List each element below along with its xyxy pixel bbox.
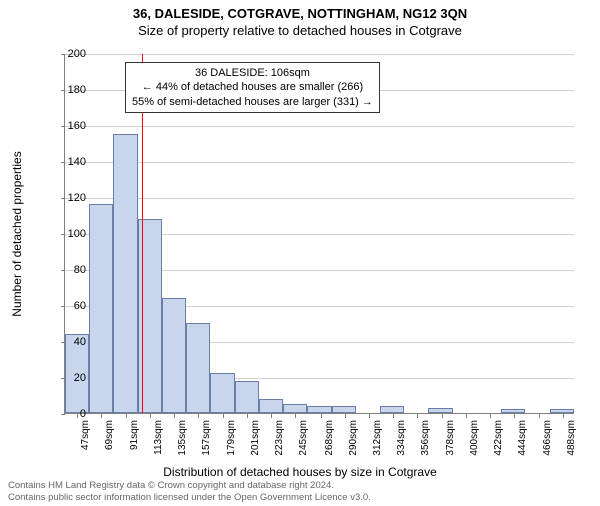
annotation-line1: 36 DALESIDE: 106sqm — [132, 66, 373, 80]
histogram-bar — [380, 406, 404, 413]
y-axis-label: Number of detached properties — [10, 151, 24, 316]
xtick-label: 290sqm — [348, 420, 359, 456]
footer-line2: Contains public sector information licen… — [8, 492, 371, 503]
annotation-box: 36 DALESIDE: 106sqm← 44% of detached hou… — [125, 62, 380, 113]
xtick-label: 179sqm — [226, 420, 237, 456]
histogram-bar — [501, 409, 525, 413]
xtick-mark — [198, 414, 199, 418]
xtick-mark — [321, 414, 322, 418]
xtick-mark — [466, 414, 467, 418]
xtick-mark — [101, 414, 102, 418]
xtick-mark — [563, 414, 564, 418]
ytick-label: 120 — [46, 192, 86, 204]
xtick-mark — [369, 414, 370, 418]
histogram-chart: 36 DALESIDE: 106sqm← 44% of detached hou… — [64, 54, 574, 414]
xtick-mark — [393, 414, 394, 418]
xtick-label: 113sqm — [153, 420, 164, 455]
xtick-mark — [126, 414, 127, 418]
histogram-bar — [89, 204, 113, 413]
ytick-label: 200 — [46, 48, 86, 60]
annotation-line3: 55% of semi-detached houses are larger (… — [132, 95, 373, 109]
xtick-label: 444sqm — [517, 420, 528, 456]
histogram-bar — [550, 409, 574, 413]
xtick-label: 245sqm — [298, 420, 309, 456]
xtick-mark — [223, 414, 224, 418]
page-subtitle: Size of property relative to detached ho… — [0, 23, 600, 38]
ytick-label: 180 — [46, 84, 86, 96]
histogram-bar — [259, 399, 283, 413]
xtick-mark — [345, 414, 346, 418]
xtick-mark — [271, 414, 272, 418]
xtick-label: 157sqm — [201, 420, 212, 456]
histogram-bar — [186, 323, 210, 413]
xtick-label: 91sqm — [129, 420, 140, 450]
histogram-bar — [307, 406, 331, 413]
xtick-label: 47sqm — [80, 420, 91, 450]
ytick-label: 20 — [46, 372, 86, 384]
histogram-bar — [210, 373, 234, 413]
histogram-bar — [113, 134, 137, 413]
xtick-mark — [490, 414, 491, 418]
xtick-label: 223sqm — [274, 420, 285, 456]
ytick-label: 60 — [46, 300, 86, 312]
footer-line1: Contains HM Land Registry data © Crown c… — [8, 480, 371, 491]
histogram-bar — [332, 406, 356, 413]
xtick-label: 422sqm — [493, 420, 504, 456]
xtick-label: 135sqm — [177, 420, 188, 456]
ytick-label: 160 — [46, 120, 86, 132]
ytick-label: 140 — [46, 156, 86, 168]
xtick-mark — [247, 414, 248, 418]
xtick-label: 400sqm — [469, 420, 480, 456]
xtick-label: 466sqm — [542, 420, 553, 456]
ytick-label: 40 — [46, 336, 86, 348]
xtick-label: 69sqm — [104, 420, 115, 450]
xtick-mark — [174, 414, 175, 418]
xtick-mark — [295, 414, 296, 418]
xtick-label: 268sqm — [324, 420, 335, 456]
xtick-mark — [442, 414, 443, 418]
plot-region: 36 DALESIDE: 106sqm← 44% of detached hou… — [64, 54, 574, 414]
histogram-bar — [283, 404, 307, 413]
xtick-label: 312sqm — [372, 420, 383, 456]
xtick-mark — [417, 414, 418, 418]
annotation-line2: ← 44% of detached houses are smaller (26… — [132, 80, 373, 94]
ytick-label: 0 — [46, 408, 86, 420]
histogram-bar — [162, 298, 186, 413]
xtick-label: 334sqm — [396, 420, 407, 456]
xtick-mark — [539, 414, 540, 418]
xtick-label: 488sqm — [566, 420, 577, 456]
ytick-label: 80 — [46, 264, 86, 276]
histogram-bar — [428, 408, 452, 413]
xtick-label: 201sqm — [250, 420, 261, 456]
ytick-label: 100 — [46, 228, 86, 240]
xtick-label: 356sqm — [420, 420, 431, 456]
x-axis-label: Distribution of detached houses by size … — [0, 465, 600, 479]
histogram-bar — [235, 381, 259, 413]
xtick-mark — [150, 414, 151, 418]
xtick-mark — [514, 414, 515, 418]
page-title-address: 36, DALESIDE, COTGRAVE, NOTTINGHAM, NG12… — [0, 6, 600, 21]
xtick-label: 378sqm — [445, 420, 456, 456]
